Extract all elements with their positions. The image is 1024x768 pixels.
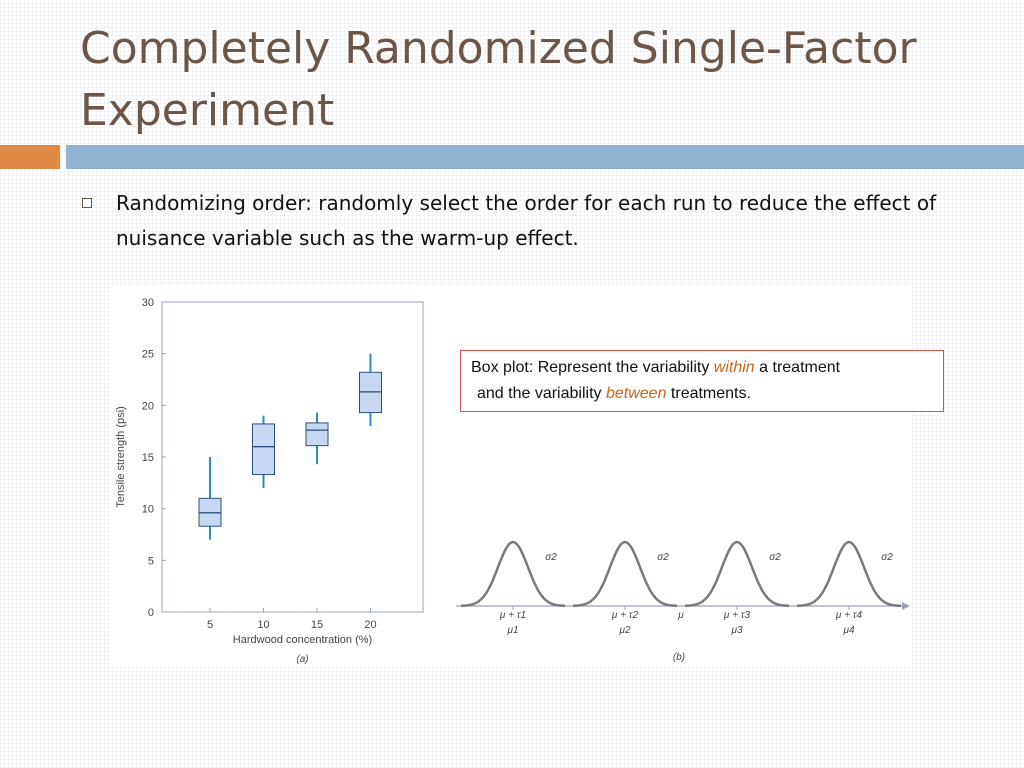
mu-label: μ1 <box>506 625 518 636</box>
accent-bar-orange <box>0 145 60 169</box>
mu-label: μ4 <box>842 625 854 636</box>
axis-mu-label: μ <box>677 610 684 621</box>
mu-label: μ2 <box>618 625 630 636</box>
box-15 <box>305 412 329 465</box>
box-body <box>305 422 329 447</box>
sigma-label: σ2 <box>657 552 669 563</box>
bullet-square-icon <box>82 198 92 208</box>
normal-curve-4 <box>797 540 901 608</box>
y-tick-label: 20 <box>142 400 154 412</box>
x-tick-label: 5 <box>207 619 213 631</box>
y-tick-label: 10 <box>142 504 154 516</box>
bullet-text: Randomizing order: randomly select the o… <box>116 191 937 250</box>
caption-b: (b) <box>673 652 685 663</box>
sigma-label: σ2 <box>769 552 781 563</box>
sigma-label: σ2 <box>545 552 557 563</box>
mean-label: μ + τ3 <box>723 610 751 621</box>
mean-label: μ + τ2 <box>611 610 639 621</box>
figure-panel: 0 5 10 15 20 25 30 Tensile strength (psi) 5 10 15 2… <box>110 285 912 665</box>
box-20 <box>359 353 382 426</box>
x-tick-label: 20 <box>364 619 376 631</box>
callout-line-2: and the variability between treatments. <box>471 381 933 407</box>
axis-arrow-icon <box>902 602 910 610</box>
box-5 <box>198 457 222 540</box>
slide-title: Completely Randomized Single-Factor Expe… <box>80 23 917 136</box>
callout-text: a treatment <box>754 359 841 376</box>
caption-a: (a) <box>296 654 308 665</box>
normal-curve-1 <box>461 540 565 608</box>
normal-curve-3 <box>685 540 789 608</box>
mean-label: μ + τ1 <box>499 610 526 621</box>
callout-emphasis-within: within <box>713 359 755 376</box>
box-plot-and-distributions-figure: 0 5 10 15 20 25 30 Tensile strength (psi) 5 10 15 2… <box>115 297 910 665</box>
y-tick-label: 30 <box>142 297 154 309</box>
y-tick-label: 5 <box>148 555 154 567</box>
plot-frame <box>161 301 424 613</box>
callout-text: Box plot: Represent the variability <box>471 359 714 376</box>
normal-curve-2 <box>573 540 677 608</box>
callout-text: treatments. <box>666 385 751 402</box>
y-tick-label: 0 <box>148 607 154 619</box>
x-tick-label: 15 <box>311 619 323 631</box>
x-tick-label: 10 <box>257 619 269 631</box>
callout-emphasis-between: between <box>605 385 667 402</box>
box-10 <box>252 415 275 488</box>
y-tick-label: 25 <box>142 349 154 361</box>
callout-box: Box plot: Represent the variability with… <box>460 350 944 412</box>
y-axis-label: Tensile strength (psi) <box>115 406 127 508</box>
x-axis-label: Hardwood concentration (%) <box>233 634 372 646</box>
callout-text: and the variability <box>477 385 606 402</box>
sigma-label: σ2 <box>881 552 893 563</box>
mu-label: μ3 <box>730 625 742 636</box>
callout-line-1: Box plot: Represent the variability with… <box>471 355 933 381</box>
box-body <box>252 423 275 476</box>
mean-label: μ + τ4 <box>835 610 863 621</box>
y-tick-label: 15 <box>142 452 154 464</box>
accent-bar-blue <box>66 145 1024 169</box>
